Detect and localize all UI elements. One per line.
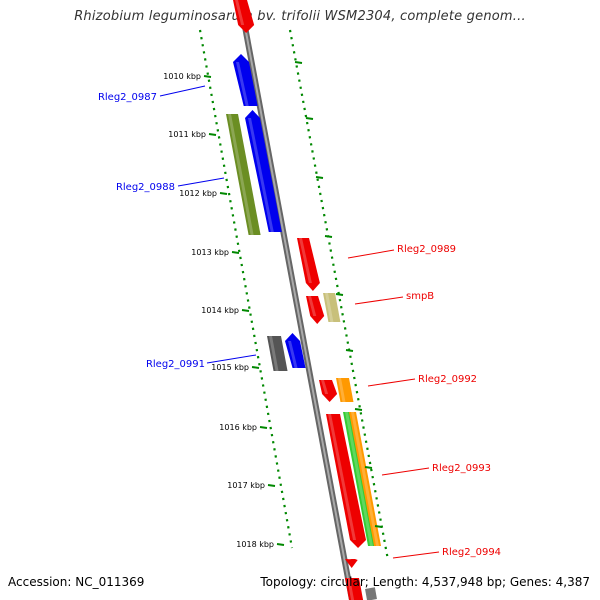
- gene-label[interactable]: Rleg2_0994: [442, 547, 501, 558]
- gene-rleg2-0994-shine: [347, 559, 352, 560]
- gene-bottom-red: [345, 578, 364, 600]
- kbp-tick-label: 1014 kbp: [201, 306, 239, 315]
- gene-top-red-shine: [235, 0, 245, 25]
- gene-bottom-red-shine: [347, 578, 355, 600]
- gene-label-leader: [354, 296, 404, 305]
- guide-tick-mark: [364, 466, 373, 469]
- gene-label[interactable]: Rleg2_0993: [432, 463, 491, 474]
- kbp-tick-label: 1015 kbp: [211, 363, 249, 372]
- strand-guides: [198, 29, 390, 561]
- kbp-tick-mark: [219, 192, 228, 195]
- gene-tan-smpb-shine: [325, 293, 334, 322]
- gene-label[interactable]: Rleg2_0992: [418, 374, 477, 385]
- kbp-tick-label: 1018 kbp: [236, 540, 274, 549]
- kbp-tick-mark: [241, 309, 250, 312]
- gene-rleg2-0993-orange: [349, 412, 382, 546]
- gene-rleg2-0991-shine: [288, 341, 298, 368]
- gene-smpb: [306, 296, 325, 324]
- gene-smpb-shine: [308, 296, 317, 316]
- kbp-tick-label: 1013 kbp: [191, 248, 229, 257]
- gene-label[interactable]: Rleg2_0989: [397, 244, 456, 255]
- guide-tick-mark: [315, 176, 324, 179]
- guide-tick-mark: [354, 408, 363, 411]
- guide-tick-mark: [335, 293, 344, 296]
- gene-label[interactable]: Rleg2_0987: [98, 92, 157, 103]
- gene-rleg2-0991-gray-shine: [269, 336, 279, 371]
- gene-label-leader: [347, 249, 395, 259]
- kbp-scale: 1010 kbp 1011 kbp 1012 kbp 1013 kbp 1014 kbp…: [163, 61, 383, 549]
- guide-tick-mark: [345, 349, 354, 352]
- genes-layer: [226, 0, 382, 600]
- gene-label-leader: [392, 551, 440, 559]
- gene-rleg2-0993-green-shine: [345, 412, 374, 546]
- guide-tick-mark: [374, 525, 383, 528]
- gene-rleg2-0994: [345, 559, 358, 568]
- gene-label[interactable]: Rleg2_0991: [146, 359, 205, 370]
- kbp-tick-label: 1017 kbp: [227, 481, 265, 490]
- gene-rleg2-0991-gray: [267, 336, 288, 371]
- kbp-tick-mark: [259, 426, 268, 429]
- gene-rleg2-0988-shine: [248, 118, 274, 232]
- gene-rleg2-0993-shine: [328, 414, 357, 540]
- gene-rleg2-0993-orange-shine: [351, 412, 380, 546]
- guide-tick-mark: [294, 61, 303, 64]
- gene-label-leader: [177, 177, 225, 187]
- gene-rleg2-0992-shine: [321, 380, 329, 394]
- kbp-tick-mark: [203, 75, 212, 78]
- gene-label-leader: [159, 85, 206, 97]
- gene-rleg2-0992-orange: [336, 378, 354, 402]
- gene-olive-0988-shine: [228, 114, 254, 235]
- guide-tick-mark: [305, 117, 314, 120]
- kbp-tick-label: 1011 kbp: [168, 130, 206, 139]
- kbp-tick-mark: [267, 484, 276, 487]
- kbp-tick-mark: [276, 543, 285, 546]
- gene-tan-smpb: [323, 293, 341, 322]
- gene-rleg2-0992-orange-shine: [338, 378, 346, 402]
- gene-label-leader: [381, 467, 430, 476]
- kbp-tick-label: 1010 kbp: [163, 72, 201, 81]
- backbone: [237, 0, 355, 600]
- gene-rleg2-0989-shine: [299, 238, 312, 283]
- gene-rleg2-0993: [326, 414, 367, 548]
- gene-olive-0988: [226, 114, 261, 235]
- guide-tick-mark: [324, 235, 333, 238]
- gene-rleg2-0988: [245, 110, 282, 232]
- kbp-tick-label: 1012 kbp: [179, 189, 217, 198]
- gene-rleg2-0992: [319, 380, 338, 402]
- gene-rleg2-0987-shine: [236, 62, 249, 106]
- kbp-tick-mark: [231, 251, 240, 254]
- kbp-tick-mark: [251, 366, 260, 369]
- gene-label[interactable]: Rleg2_0988: [116, 182, 175, 193]
- gene-label-leader: [206, 354, 257, 364]
- map-title: Rhizobium leguminosarum bv. trifolii WSM…: [74, 9, 526, 24]
- gene-label[interactable]: smpB: [406, 291, 434, 302]
- kbp-tick-label: 1016 kbp: [219, 423, 257, 432]
- backbone-tail: [365, 587, 377, 600]
- gene-rleg2-0987: [233, 54, 258, 106]
- gene-top-red: [233, 0, 255, 33]
- gene-rleg2-0989: [297, 238, 320, 291]
- gene-labels: Rleg2_0987 Rleg2_0988 Rleg2_0989 smpB Rleg2_…: [98, 85, 501, 559]
- gene-rleg2-0993-green: [343, 412, 376, 546]
- gene-label-leader: [367, 378, 416, 387]
- gene-rleg2-0991: [285, 333, 306, 368]
- accession-text: Accession: NC_011369: [8, 575, 145, 589]
- topology-text: Topology: circular; Length: 4,537,948 bp…: [260, 575, 590, 589]
- kbp-tick-mark: [208, 133, 217, 136]
